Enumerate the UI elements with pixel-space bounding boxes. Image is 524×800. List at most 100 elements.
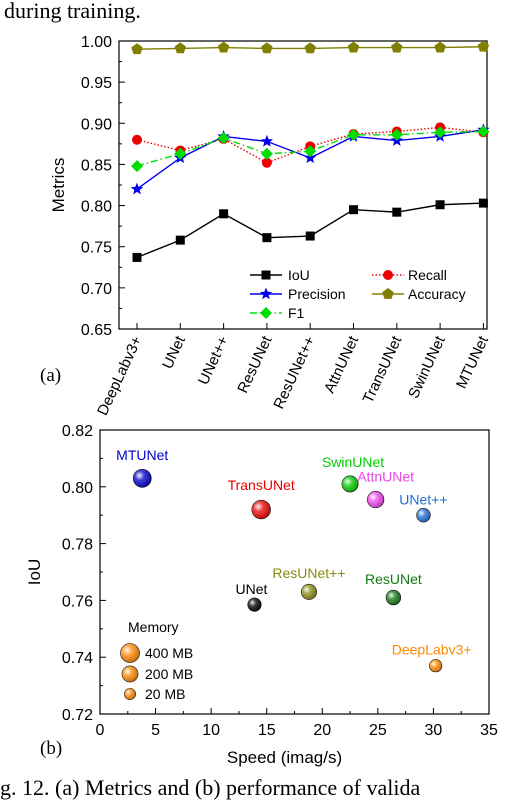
header-text: during training. bbox=[4, 0, 141, 23]
x-tick-label: 25 bbox=[369, 722, 387, 739]
data-point-recall bbox=[132, 134, 142, 145]
y-tick-label: 0.82 bbox=[62, 423, 93, 440]
legend-marker bbox=[382, 288, 394, 299]
legend-bubble-highlight bbox=[120, 643, 140, 663]
x-tick-label: SwinUNet bbox=[405, 333, 449, 401]
y-tick-label: 0.70 bbox=[81, 281, 112, 298]
x-tick-label: ResUNet bbox=[234, 333, 275, 396]
data-point-accuracy bbox=[131, 43, 143, 55]
data-point-iou bbox=[349, 205, 358, 215]
y-tick-label: 0.74 bbox=[62, 650, 93, 667]
series-line-recall bbox=[136, 126, 484, 164]
legend-label: Recall bbox=[408, 267, 447, 283]
point-label: SwinUNet bbox=[322, 454, 384, 470]
series-line-iou bbox=[136, 202, 484, 259]
legend-marker bbox=[261, 270, 271, 280]
figure-caption: g. 12. (a) Metrics and (b) performance o… bbox=[0, 775, 421, 800]
y-tick-label: 0.65 bbox=[81, 322, 112, 339]
x-tick-label: AttnUNet bbox=[321, 333, 362, 396]
x-tick-label: 30 bbox=[425, 722, 443, 739]
data-point-accuracy bbox=[261, 42, 273, 54]
y-tick-label: 0.76 bbox=[62, 593, 93, 610]
data-point-iou bbox=[305, 231, 315, 241]
x-tick-label: UNet++ bbox=[195, 333, 232, 387]
x-tick-label: 0 bbox=[96, 722, 105, 739]
legend-title: Memory bbox=[128, 619, 179, 635]
bubble-highlight bbox=[416, 508, 431, 523]
point-label: MTUNet bbox=[116, 447, 168, 463]
bubble-highlight bbox=[247, 597, 262, 612]
y-axis-label: Metrics bbox=[49, 158, 68, 213]
x-tick-label: TransUNet bbox=[360, 333, 406, 406]
legend-label: Precision bbox=[288, 286, 346, 302]
panel-b-performance-chart: 0 5 10 15 20 25 30 35 0.72 0.74 0.76 0.78 0.80 0.82 Sp… bbox=[25, 423, 498, 767]
x-axis-label: Speed (imag/s) bbox=[227, 748, 342, 767]
data-point-f1 bbox=[390, 128, 403, 141]
bubble-highlight bbox=[341, 475, 359, 493]
y-tick-label: 0.72 bbox=[62, 707, 93, 724]
legend-label: 200 MB bbox=[145, 666, 193, 682]
panel-label: (a) bbox=[40, 365, 61, 386]
y-axis-label: IoU bbox=[25, 559, 44, 585]
x-tick-label: 5 bbox=[151, 722, 160, 739]
point-label: AttnUNet bbox=[357, 468, 414, 484]
bubble-highlight bbox=[301, 584, 317, 600]
data-point-f1 bbox=[434, 126, 447, 139]
point-label: ResUNet bbox=[365, 571, 422, 587]
data-point-f1 bbox=[217, 132, 230, 145]
data-point-iou bbox=[478, 198, 488, 208]
data-point-f1 bbox=[347, 128, 360, 141]
data-point-iou bbox=[262, 233, 272, 243]
x-tick-label: MTUNet bbox=[453, 333, 492, 392]
y-tick-label: 0.80 bbox=[62, 480, 93, 497]
bubble-highlight bbox=[429, 659, 442, 672]
data-point-iou bbox=[132, 252, 142, 262]
point-label: UNet bbox=[236, 581, 268, 597]
data-point-f1 bbox=[304, 145, 317, 158]
data-point-accuracy bbox=[391, 41, 403, 53]
data-point-f1 bbox=[260, 147, 273, 160]
y-tick-label: 1.00 bbox=[81, 34, 112, 51]
bubble-highlight bbox=[251, 500, 271, 519]
data-point-precision bbox=[130, 182, 144, 195]
panel-label: (b) bbox=[40, 738, 62, 759]
x-tick-label: UNet bbox=[159, 333, 189, 372]
data-point-f1 bbox=[477, 125, 490, 138]
data-point-accuracy bbox=[477, 40, 490, 52]
data-point-f1 bbox=[174, 147, 187, 160]
point-label: ResUNet++ bbox=[272, 565, 345, 581]
x-tick-label: DeepLabv3+ bbox=[94, 333, 146, 418]
legend-label: Accuracy bbox=[408, 286, 466, 302]
bubble-highlight bbox=[133, 469, 152, 488]
bubble-highlight bbox=[367, 491, 384, 508]
y-tick-label: 0.95 bbox=[81, 75, 112, 92]
y-tick-label: 0.85 bbox=[81, 157, 112, 174]
data-point-iou bbox=[219, 209, 229, 219]
data-point-accuracy bbox=[174, 42, 187, 54]
legend-bubble-highlight bbox=[124, 688, 136, 700]
x-tick-label: 20 bbox=[313, 722, 331, 739]
data-point-recall bbox=[261, 157, 272, 168]
data-point-accuracy bbox=[434, 41, 446, 53]
data-point-iou bbox=[435, 200, 445, 210]
legend-marker bbox=[260, 307, 272, 319]
y-tick-label: 0.78 bbox=[62, 537, 93, 554]
data-point-accuracy bbox=[217, 41, 230, 53]
point-label: UNet++ bbox=[399, 491, 447, 507]
y-tick-label: 0.80 bbox=[81, 199, 112, 216]
panel-a-metrics-chart: 0.65 0.70 0.75 0.80 0.85 0.90 0.95 1.00 Metrics D… bbox=[40, 34, 492, 418]
x-tick-label: ResUNet++ bbox=[270, 333, 319, 411]
point-label: DeepLabv3+ bbox=[392, 641, 472, 657]
data-point-accuracy bbox=[347, 41, 360, 53]
x-tick-label: 15 bbox=[258, 722, 276, 739]
data-point-f1 bbox=[131, 160, 143, 173]
x-tick-label: 35 bbox=[480, 722, 498, 739]
data-point-precision bbox=[260, 134, 274, 147]
bubble-highlight bbox=[386, 590, 401, 605]
y-tick-label: 0.90 bbox=[81, 116, 112, 133]
legend-label: F1 bbox=[288, 305, 305, 321]
y-tick-label: 0.75 bbox=[81, 240, 112, 257]
legend-label: 20 MB bbox=[145, 686, 185, 702]
data-point-iou bbox=[175, 235, 185, 245]
